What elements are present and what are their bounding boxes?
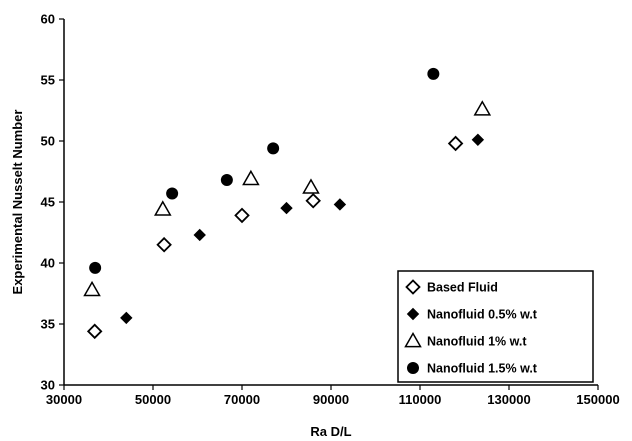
data-point-series-4 [166,187,179,200]
data-point-series-2 [333,198,347,211]
y-tick-label: 60 [41,12,55,27]
legend-label-2: Nanofluid 0.5% w.t [427,308,538,322]
data-point-series-2 [193,228,206,242]
legend-label-4: Nanofluid 1.5% w.t [427,362,538,376]
x-axis-label: Ra D/L [310,424,351,439]
data-point-series-3 [242,169,260,186]
y-tick-label: 35 [41,317,55,332]
legend-marker-1 [405,279,421,295]
legend-marker-3 [404,331,422,348]
x-tick-label: 150000 [576,392,619,407]
x-tick-label: 90000 [313,392,349,407]
legend-box [397,270,594,383]
data-point-series-1 [305,193,321,209]
data-point-series-2 [471,133,485,146]
legend: Based Fluid Nanofluid 0.5% w.t Nanofluid 1… [397,270,594,383]
data-point-series-1 [86,323,103,340]
data-points [83,67,492,340]
data-point-series-3 [473,100,492,116]
data-point-series-4 [89,261,102,274]
data-point-series-1 [234,207,250,224]
data-point-series-4 [220,174,233,187]
x-tick-label: 130000 [487,392,530,407]
y-axis-label: Experimental Nusselt Number [10,110,25,295]
y-tick-label: 45 [41,195,55,210]
y-tick-label: 30 [41,378,55,393]
x-axis-ticks: 30000 50000 70000 90000 110000 130000 150000 [46,385,620,407]
legend-marker-2 [406,307,420,321]
x-tick-label: 30000 [46,392,82,407]
data-point-series-2 [280,201,293,215]
data-point-series-4 [267,142,280,155]
data-point-series-4 [427,67,440,80]
legend-label-1: Based Fluid [427,281,498,295]
legend-marker-4 [407,362,419,374]
y-tick-label: 55 [41,73,55,88]
y-axis-ticks: 30 35 40 45 50 55 60 [41,12,64,393]
data-point-series-1 [447,135,464,152]
data-point-series-3 [153,200,172,216]
y-tick-label: 50 [41,134,55,149]
data-point-series-1 [156,236,172,253]
x-tick-label: 70000 [224,392,260,407]
data-point-series-3 [83,280,101,297]
legend-label-3: Nanofluid 1% w.t [427,335,527,349]
y-tick-label: 40 [41,256,55,271]
x-tick-label: 110000 [399,392,442,407]
x-tick-label: 50000 [135,392,171,407]
data-point-series-2 [120,311,133,325]
data-point-series-3 [302,178,320,194]
